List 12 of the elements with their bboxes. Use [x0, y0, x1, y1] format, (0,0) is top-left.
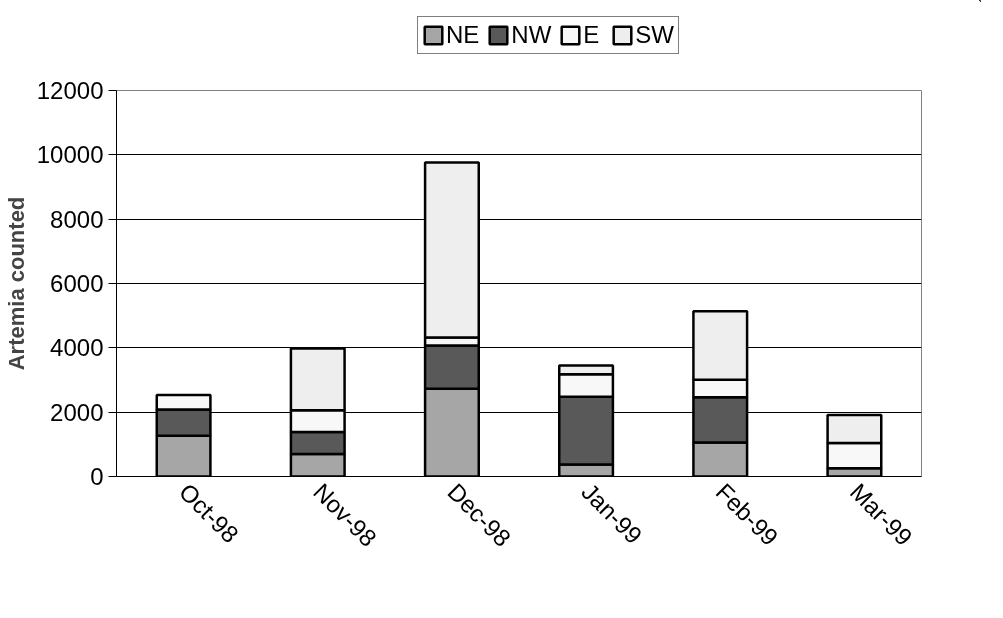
- y-tick-label: 8000: [50, 205, 104, 233]
- legend-label: NE: [446, 21, 480, 49]
- y-tick-label: 0: [90, 463, 104, 490]
- legend-label: SW: [635, 21, 674, 49]
- y-tick-label: 10000: [36, 141, 104, 169]
- y-tick-label: 4000: [50, 334, 104, 362]
- y-axis-title: Artemia counted: [3, 196, 29, 371]
- y-tick-label: 6000: [50, 270, 104, 297]
- y-tick-label: 12000: [36, 77, 104, 104]
- legend-label: NW: [511, 21, 552, 49]
- y-tick-label: 2000: [50, 398, 104, 426]
- legend-label: E: [583, 21, 601, 49]
